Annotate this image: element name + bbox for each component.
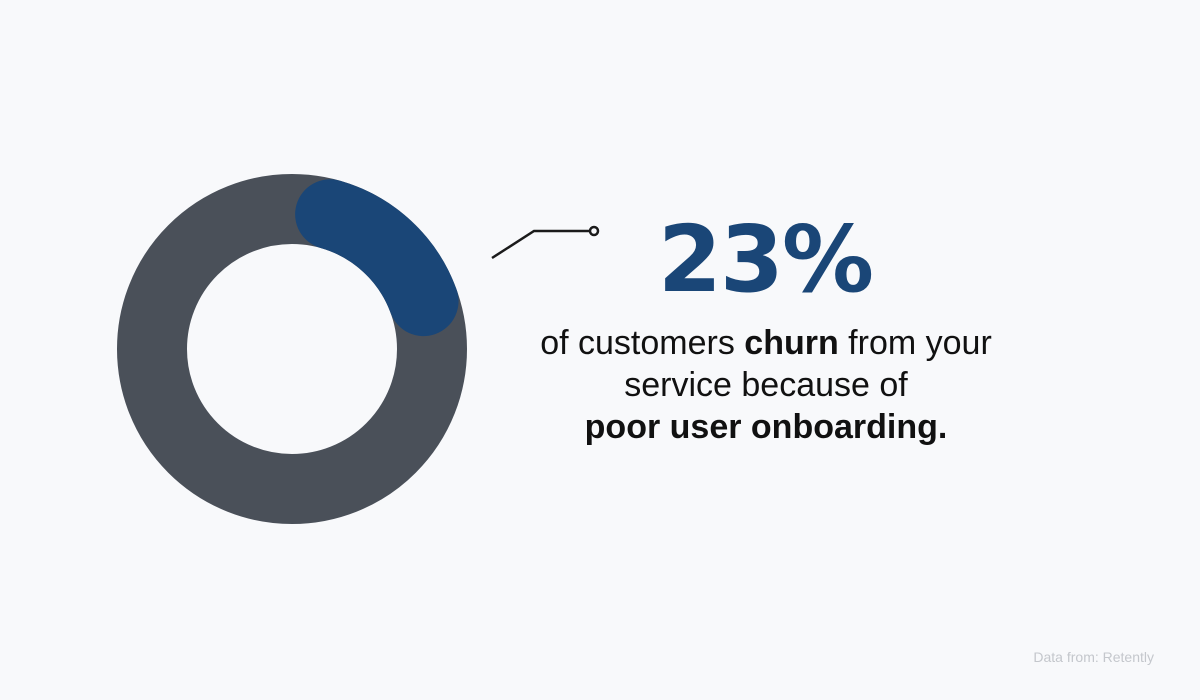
donut-slice-churn [295,179,459,337]
callout-dot [588,225,600,237]
desc-text-1: of customers [540,324,745,362]
desc-bold-1: churn [744,324,839,362]
desc-text-2: from your service because of [624,324,992,404]
stat-value: 23% [657,206,874,313]
callout-line [491,229,590,260]
stat-description: of customers churn from your service bec… [530,322,1002,448]
source-note: Data from: Retently [1033,649,1154,665]
donut-chart [117,174,600,524]
desc-bold-2: poor user onboarding. [584,408,948,446]
donut-slice-other [117,174,467,524]
